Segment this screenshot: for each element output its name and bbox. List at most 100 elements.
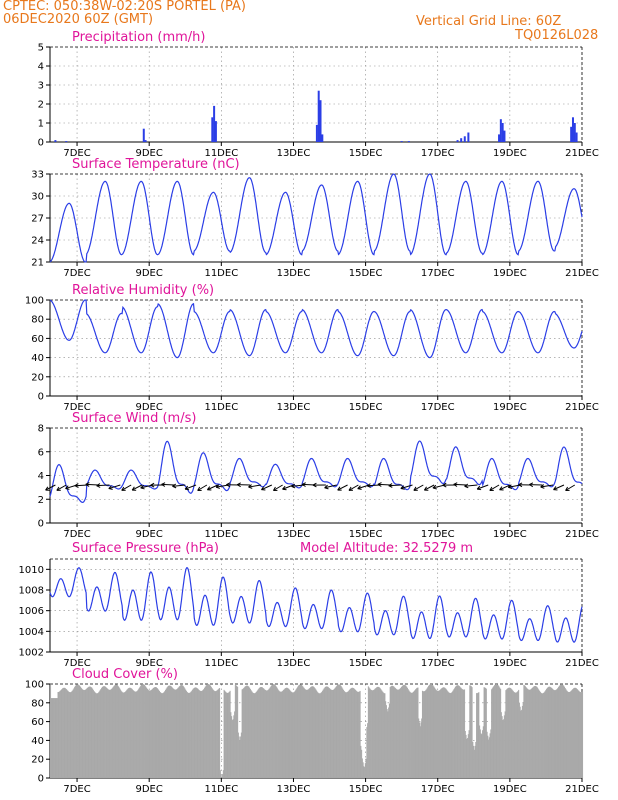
cloud-cover-bar (399, 688, 401, 778)
x-tick-label: 11DEC (204, 784, 238, 795)
cloud-cover-bar (496, 684, 498, 778)
cloud-cover-bar (56, 698, 58, 778)
cloud-cover-bar (482, 726, 484, 778)
cloud-cover-bar (558, 686, 560, 778)
cloud-cover-bar (413, 691, 415, 778)
cloud-cover-bar (75, 685, 77, 778)
cloud-cover-bar (282, 690, 284, 778)
cloud-cover-bar (379, 687, 381, 778)
cloud-cover-bar (245, 685, 247, 778)
cloud-cover-bar (566, 690, 568, 778)
cloud-cover-bar (258, 688, 260, 778)
wind-arrow-head (226, 482, 231, 488)
cloud-cover-bar (176, 688, 179, 778)
cloud-cover-bar (267, 690, 269, 778)
cloud-cover-bar (358, 691, 360, 778)
x-tick-label: 13DEC (277, 402, 311, 413)
cloud-cover-bar (407, 689, 409, 778)
cloud-cover-bar (458, 685, 460, 778)
y-tick-label: 20 (31, 372, 44, 383)
cloud-cover-bar (541, 693, 543, 778)
cloud-cover-bar (430, 684, 432, 778)
cloud-cover-bar (452, 691, 454, 778)
x-tick-label: 19DEC (493, 402, 527, 413)
cloud-cover-bar (287, 688, 289, 778)
cloud-cover-bar (331, 690, 333, 778)
wind-arrow-shaft (161, 483, 175, 486)
cloud-cover-bar (95, 693, 97, 778)
y-tick-label: 100 (25, 680, 44, 691)
cloud-cover-bar (331, 689, 333, 778)
y-tick-label: 5 (38, 43, 44, 54)
precip-bar (460, 138, 463, 142)
cloud-cover-bar (444, 687, 446, 778)
cloud-cover-bar (57, 692, 59, 778)
wind-arrow-head (423, 486, 429, 491)
cloud-cover-bar (165, 688, 167, 778)
cloud-cover-bar (311, 686, 313, 778)
cloud-cover-bar (291, 692, 293, 778)
cloud-cover-bar (416, 687, 418, 778)
cloud-cover-bar (168, 685, 170, 778)
cloud-cover-bar (352, 687, 354, 778)
cloud-cover-bar (373, 689, 375, 778)
cloud-cover-bar (53, 698, 55, 778)
cloud-cover-bar (351, 687, 353, 778)
cloud-cover-bar (426, 688, 428, 778)
cloud-cover-bar (86, 688, 88, 778)
y-tick-label: 20 (31, 755, 44, 766)
cloud-cover-bar (442, 687, 445, 778)
cloud-cover-bar (189, 692, 191, 778)
cloud-cover-bar (170, 685, 172, 778)
cloud-cover-bar (486, 731, 488, 778)
cloud-cover-bar (305, 689, 307, 778)
cloud-cover-bar (488, 737, 490, 778)
cloud-cover-bar (380, 689, 382, 778)
cloud-cover-bar (170, 686, 173, 778)
cloud-cover-bar (183, 686, 185, 778)
cloud-cover-bar (340, 686, 342, 778)
cloud-cover-bar (522, 702, 524, 778)
cloud-cover-bar (382, 691, 384, 778)
cloud-cover-bar (143, 684, 145, 778)
cloud-cover-bar (431, 684, 433, 778)
cloud-cover-bar (65, 688, 67, 778)
cloud-cover-bar (412, 692, 414, 778)
y-tick-label: 2 (38, 495, 44, 506)
cloud-cover-bar (283, 689, 285, 778)
cloud-cover-bar (325, 686, 327, 778)
cloud-cover-bar (499, 687, 501, 778)
cloud-cover-bar (337, 684, 339, 778)
cloud-cover-bar (475, 741, 477, 778)
cloud-cover-bar (366, 727, 368, 778)
cloud-cover-bar (418, 718, 420, 778)
cloud-cover-bar (243, 688, 245, 778)
cloud-cover-bar (578, 691, 581, 778)
cloud-cover-bar (470, 685, 472, 778)
x-tick-label: 21DEC (565, 529, 599, 540)
wind-arrow-shaft (197, 484, 208, 491)
cloud-cover-bar (118, 686, 120, 778)
cloud-cover-bar (210, 685, 212, 778)
cloud-cover-bar (91, 687, 93, 778)
cloud-cover-bar (134, 691, 136, 778)
wind-arrow-head (150, 482, 155, 488)
cloud-cover-bar (251, 691, 253, 778)
cloud-cover-bar (213, 690, 215, 778)
y-tick-label: 80 (31, 315, 44, 326)
cloud-cover-bar (141, 684, 143, 778)
y-tick-label: 4 (38, 471, 44, 482)
cloud-cover-bar (529, 689, 531, 778)
cloud-cover-bar (512, 691, 514, 778)
cloud-cover-bar (261, 687, 263, 778)
cloud-cover-bar (381, 690, 383, 778)
cloud-cover-bar (167, 685, 170, 778)
header-model-id: TQ0126L028 (515, 28, 599, 43)
cloud-cover-bar (324, 687, 326, 778)
cloud-cover-bar (329, 688, 331, 778)
wind-arrow-shaft (477, 484, 489, 490)
cloud-cover-bar (361, 749, 363, 778)
y-tick-label: 40 (31, 353, 44, 364)
cloud-cover-bar (408, 690, 410, 778)
cloud-cover-bar (56, 698, 58, 778)
